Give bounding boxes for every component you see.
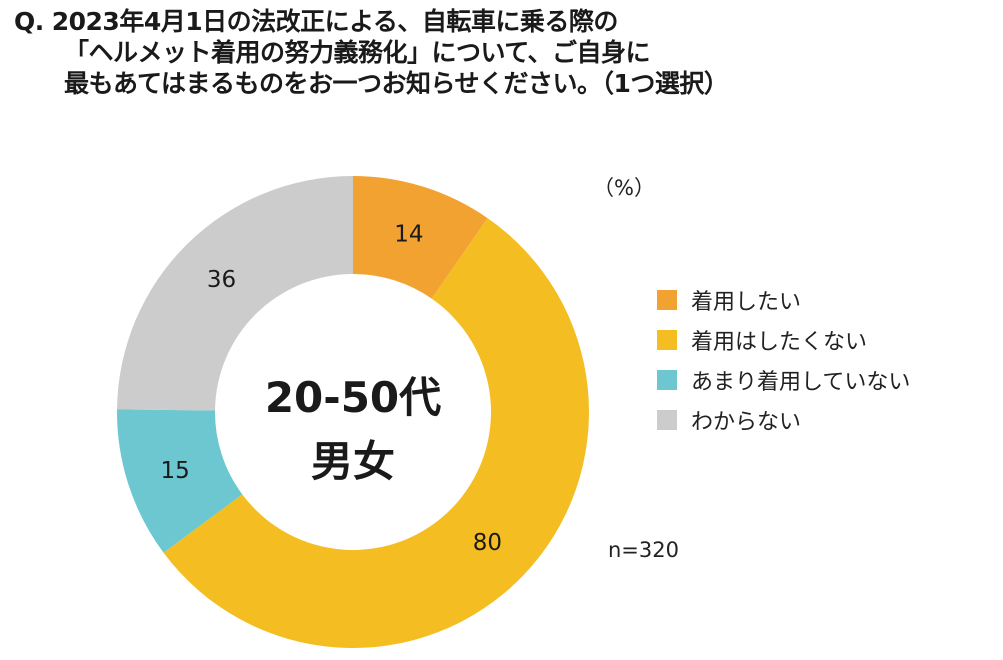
legend-item-1: 着用したい bbox=[657, 280, 910, 320]
donut-slices bbox=[116, 176, 590, 648]
donut-slice-2 bbox=[163, 218, 590, 648]
legend-swatch-3 bbox=[657, 370, 677, 390]
donut-center-label: 20-50代 男女 bbox=[265, 373, 441, 486]
legend-label-3: あまり着用していない bbox=[691, 370, 911, 395]
legend-swatch-4 bbox=[657, 410, 677, 430]
slice-value-label-3: 15 bbox=[161, 458, 190, 484]
legend-swatch-1 bbox=[657, 290, 677, 310]
donut-slice-1 bbox=[353, 176, 488, 299]
unit-label: （%） bbox=[593, 176, 655, 200]
slice-value-labels: 14 80 15 36 bbox=[161, 222, 502, 557]
legend-item-4: わからない bbox=[657, 400, 910, 440]
legend-label-2: 着用はしたくない bbox=[691, 330, 868, 355]
question-line-2: 「ヘルメット着用の努力義務化」について、ご自身に bbox=[64, 38, 651, 67]
donut-slice-3 bbox=[116, 409, 243, 553]
chart-legend: 着用したい着用はしたくないあまり着用していない わからない bbox=[657, 280, 910, 440]
sample-size-label: n=320 bbox=[608, 538, 679, 562]
question-line-1: Q. 2023年4月1日の法改正による、自転車に乗る際の bbox=[14, 6, 974, 37]
slice-value-label-1: 14 bbox=[394, 222, 423, 248]
legend-item-2: 着用はしたくない bbox=[657, 320, 910, 360]
center-label-line-2: 男女 bbox=[311, 437, 395, 486]
donut-slice-4 bbox=[117, 176, 353, 411]
center-label-line-1: 20-50代 bbox=[265, 373, 441, 422]
question-line-3: 最もあてはまるものをお一つお知らせください。（1つ選択） bbox=[64, 69, 729, 98]
question-line-1-text: 2023年4月1日の法改正による、自転車に乗る際の bbox=[51, 7, 619, 36]
legend-swatch-2 bbox=[657, 330, 677, 350]
legend-label-4: わからない bbox=[691, 410, 802, 435]
slice-value-label-2: 80 bbox=[473, 530, 502, 556]
legend-item-3: あまり着用していない bbox=[657, 360, 910, 400]
legend-label-1: 着用したい bbox=[691, 290, 802, 315]
slice-value-label-4: 36 bbox=[207, 267, 236, 293]
question-prefix: Q. bbox=[14, 7, 44, 36]
question-text: Q. 2023年4月1日の法改正による、自転車に乗る際の 「ヘルメット着用の努力義… bbox=[14, 6, 974, 99]
